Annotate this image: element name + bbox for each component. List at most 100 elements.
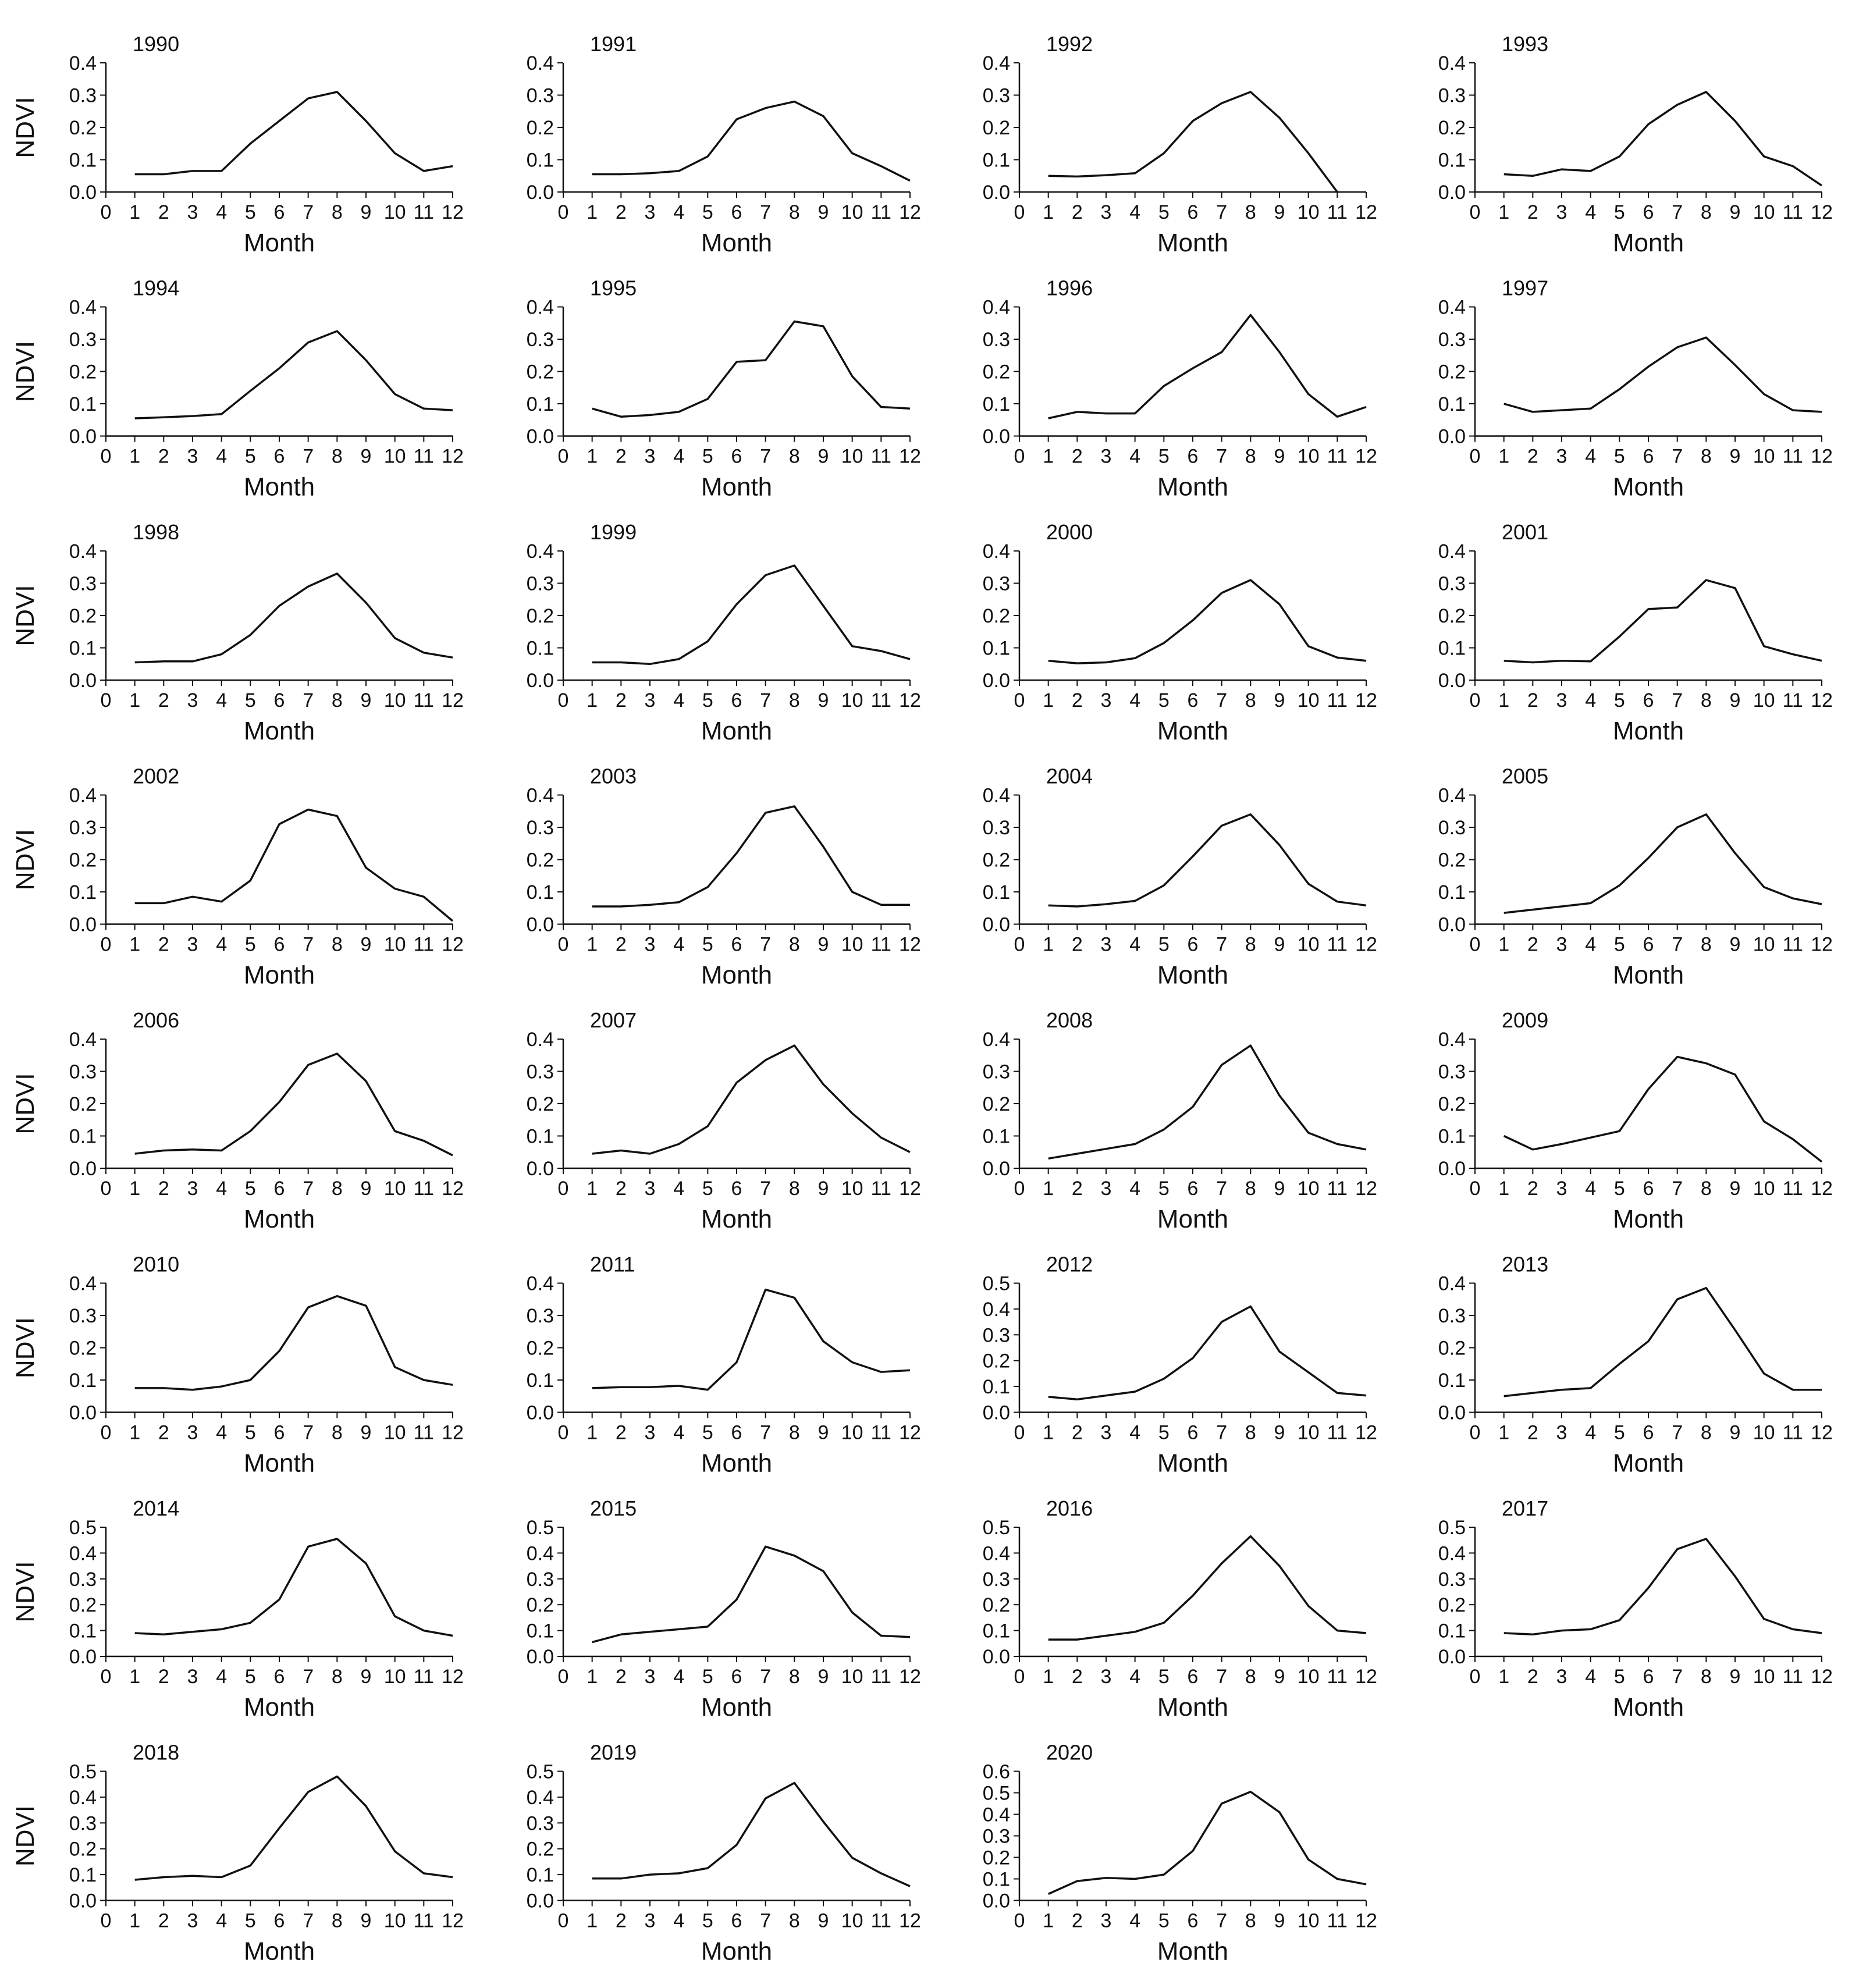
- x-tick-label: 10: [384, 934, 406, 956]
- x-tick-label: 6: [274, 689, 285, 712]
- ndvi-series-line: [134, 1294, 453, 1391]
- y-tick-label: 0.3: [69, 85, 97, 107]
- x-tick-label: 1: [1043, 1178, 1054, 1200]
- x-tick-label: 10: [384, 1422, 406, 1444]
- x-tick-label: 1: [587, 446, 598, 468]
- x-tick-label: 11: [871, 934, 891, 956]
- x-axis-label: Month: [1157, 717, 1228, 745]
- x-tick-label: 11: [1327, 1666, 1348, 1688]
- x-tick-label: 9: [361, 1666, 372, 1688]
- x-tick-label: 4: [216, 1422, 227, 1444]
- x-tick-label: 8: [789, 689, 800, 712]
- x-tick-label: 10: [1298, 1422, 1320, 1444]
- y-tick-label: 0.1: [1438, 638, 1466, 660]
- y-tick-label: 0.0: [983, 670, 1010, 692]
- x-tick-label: 3: [1101, 446, 1112, 468]
- x-tick-label: 3: [1101, 934, 1112, 956]
- y-tick-label: 0.0: [69, 914, 97, 936]
- x-axis-label: Month: [1613, 1693, 1684, 1722]
- x-tick-label: 8: [789, 1666, 800, 1688]
- ndvi-series-line: [134, 1538, 453, 1637]
- y-tick-label: 0.4: [69, 540, 97, 563]
- x-tick-label: 5: [1158, 1910, 1170, 1932]
- y-tick-label: 0.3: [983, 329, 1010, 351]
- x-tick-label: 7: [1216, 1422, 1227, 1444]
- y-tick-label: 0.2: [527, 849, 554, 872]
- x-tick-label: 7: [1216, 1178, 1227, 1200]
- x-tick-label: 7: [1216, 689, 1227, 712]
- x-axis-label: Month: [701, 1449, 772, 1478]
- x-tick-label: 7: [760, 1422, 771, 1444]
- x-tick-label: 6: [1643, 1178, 1654, 1200]
- x-tick-label: 1: [587, 1910, 598, 1932]
- panel-title: 2005: [1502, 764, 1548, 788]
- x-tick-label: 6: [1188, 1666, 1199, 1688]
- x-tick-label: 0: [1014, 1666, 1025, 1688]
- x-tick-label: 9: [1274, 201, 1285, 223]
- x-tick-label: 9: [361, 689, 372, 712]
- y-tick-label: 0.0: [1438, 182, 1466, 204]
- x-tick-label: 9: [818, 1910, 829, 1932]
- y-tick-label: 0.2: [983, 1847, 1010, 1869]
- y-tick-label: 0.2: [527, 1838, 554, 1861]
- x-tick-label: 0: [1470, 1422, 1481, 1444]
- x-tick-label: 5: [1614, 934, 1625, 956]
- x-tick-label: 3: [1101, 1666, 1112, 1688]
- x-tick-label: 11: [1327, 1910, 1348, 1932]
- x-tick-label: 8: [1245, 689, 1256, 712]
- x-tick-label: 6: [731, 1666, 742, 1688]
- y-tick-label: 0.4: [527, 297, 554, 319]
- x-tick-label: 0: [101, 446, 112, 468]
- ndvi-series-line: [1503, 336, 1822, 413]
- y-tick-label: 0.4: [1438, 785, 1466, 807]
- x-tick-label: 5: [702, 446, 713, 468]
- y-tick-label: 0.3: [1438, 85, 1466, 107]
- x-axis-label: Month: [1613, 473, 1684, 502]
- y-tick-label: 0.1: [1438, 393, 1466, 415]
- x-tick-label: 5: [1614, 1666, 1625, 1688]
- x-tick-label: 8: [332, 934, 343, 956]
- y-tick-label: 0.0: [69, 1646, 97, 1668]
- y-tick-label: 0.5: [69, 1761, 97, 1783]
- y-tick-label: 0.0: [983, 914, 1010, 936]
- panel-title: 1991: [590, 32, 637, 56]
- ndvi-series-line: [134, 330, 453, 419]
- x-tick-label: 1: [587, 934, 598, 956]
- y-tick-label: 0.5: [527, 1517, 554, 1539]
- x-tick-label: 1: [129, 1666, 140, 1688]
- x-tick-label: 5: [245, 1422, 256, 1444]
- x-tick-label: 7: [1672, 1666, 1683, 1688]
- panel-title: 1997: [1502, 276, 1548, 300]
- x-tick-label: 10: [1753, 1178, 1775, 1200]
- y-tick-label: 0.4: [69, 1787, 97, 1809]
- x-tick-label: 5: [245, 1178, 256, 1200]
- ndvi-series-line: [1503, 813, 1822, 914]
- x-tick-label: 8: [789, 201, 800, 223]
- x-tick-label: 0: [1470, 201, 1481, 223]
- panel-2019: 0 1 2 3 4 5 6 7 8 9 10 11 120.00.10.20.30.40.52019Mo…: [527, 1741, 921, 1966]
- y-tick-label: 0.2: [69, 1838, 97, 1861]
- x-axis-label: Month: [244, 1449, 315, 1478]
- y-tick-label: 0.1: [527, 638, 554, 660]
- x-tick-label: 6: [1188, 446, 1199, 468]
- x-tick-label: 8: [1701, 1422, 1712, 1444]
- x-tick-label: 8: [1701, 689, 1712, 712]
- x-tick-label: 3: [187, 1666, 198, 1688]
- y-tick-label: 0.2: [983, 1594, 1010, 1616]
- x-tick-label: 6: [1188, 201, 1199, 223]
- ndvi-series-line: [592, 100, 911, 182]
- y-tick-label: 0.4: [1438, 1029, 1466, 1051]
- y-tick-label: 0.1: [983, 1869, 1010, 1891]
- panel-2017: 0 1 2 3 4 5 6 7 8 9 10 11 120.00.10.20.30.40.52017Mo…: [1438, 1496, 1833, 1722]
- x-tick-label: 0: [558, 446, 569, 468]
- y-tick-label: 0.3: [527, 85, 554, 107]
- x-tick-label: 7: [303, 689, 314, 712]
- x-tick-label: 7: [1672, 1178, 1683, 1200]
- panel-title: 2014: [133, 1496, 179, 1520]
- x-tick-label: 6: [1643, 1666, 1654, 1688]
- x-tick-label: 4: [673, 1910, 684, 1932]
- x-tick-label: 1: [1498, 1178, 1509, 1200]
- x-tick-label: 8: [1245, 1910, 1256, 1932]
- x-tick-label: 3: [1101, 201, 1112, 223]
